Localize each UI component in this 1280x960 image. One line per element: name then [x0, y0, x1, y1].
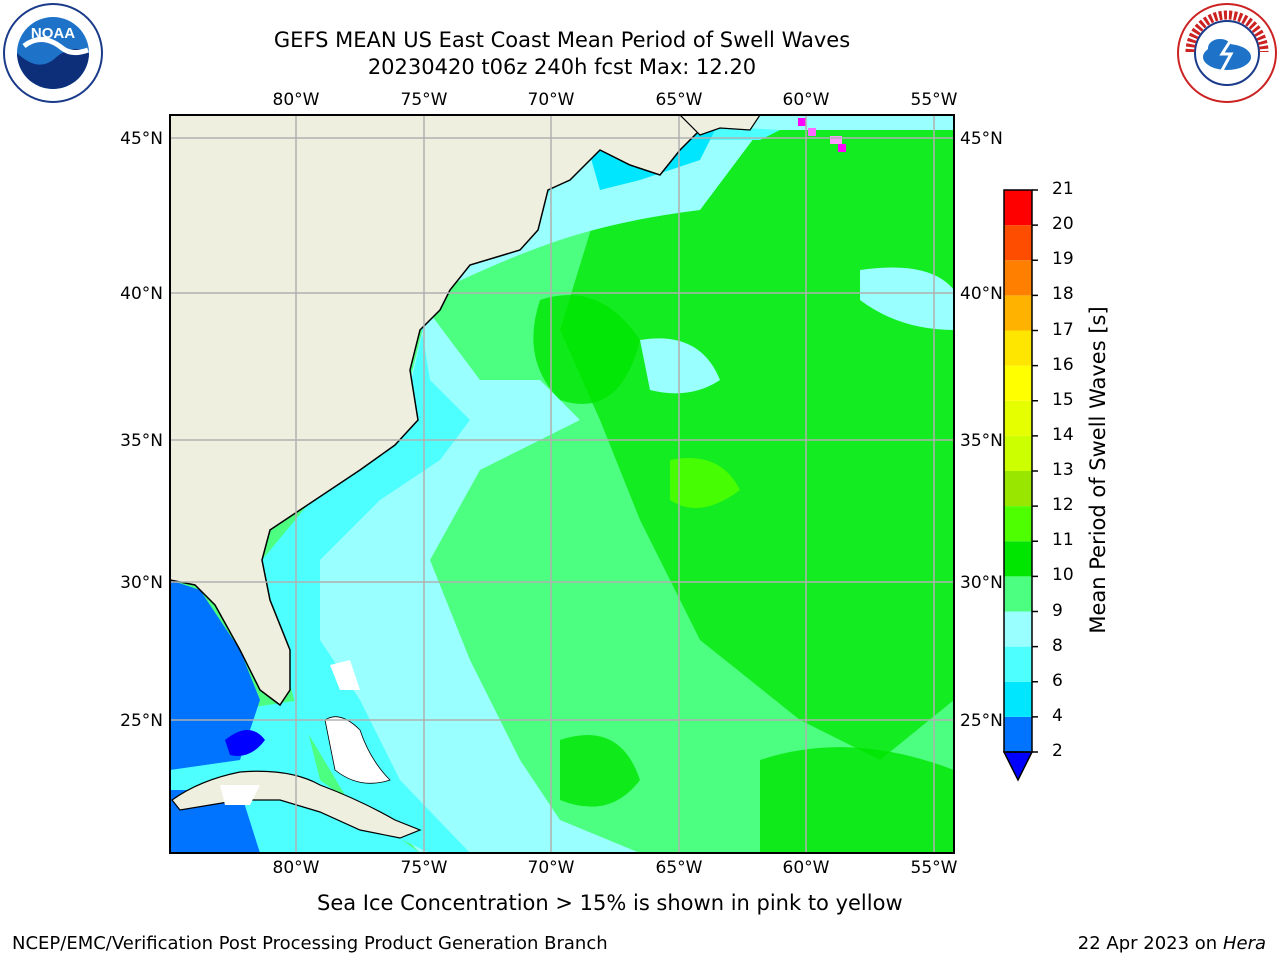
- lat-tick-left: 30°N: [120, 573, 163, 593]
- colorbar-swatch: [1004, 295, 1032, 331]
- lon-tick-top: 60°W: [783, 90, 830, 110]
- lon-tick-top: 70°W: [528, 90, 575, 110]
- colorbar-level-label: 19: [1052, 249, 1074, 270]
- colorbar-swatch: [1004, 225, 1032, 261]
- field-2-4s: [170, 580, 260, 770]
- lon-tick-top: 80°W: [273, 90, 320, 110]
- colorbar-swatch: [1004, 435, 1032, 471]
- lat-tick-left: 45°N: [120, 129, 163, 149]
- colorbar-level-label: 2: [1052, 741, 1063, 761]
- colorbar-level-label: 21: [1052, 179, 1074, 199]
- colorbar-swatch: [1004, 576, 1032, 612]
- colorbar-level-label: 15: [1052, 389, 1074, 410]
- lat-tick-right: 45°N: [960, 129, 1003, 149]
- colorbar-level-label: 10: [1052, 565, 1074, 586]
- colorbar-swatch: [1004, 646, 1032, 682]
- chart-title: GEFS MEAN US East Coast Mean Period of S…: [273, 28, 851, 52]
- lon-tick-bottom: 55°W: [911, 858, 958, 878]
- colorbar-swatch: [1004, 541, 1032, 577]
- colorbar-swatch: [1004, 471, 1032, 507]
- lat-tick-right: 35°N: [960, 431, 1003, 451]
- field-10-11s: [560, 115, 954, 760]
- lon-tick-top: 55°W: [911, 90, 958, 110]
- graticule: [170, 115, 954, 853]
- colorbar-swatch: [1004, 190, 1032, 226]
- colorbar-under-arrow: [1002, 751, 1034, 782]
- lat-tick-right: 25°N: [960, 711, 1003, 731]
- colorbar-swatch: [1004, 681, 1032, 717]
- us-land: [170, 115, 741, 707]
- colorbar-swatch: [1004, 400, 1032, 436]
- lat-tick-right: 30°N: [960, 573, 1003, 593]
- colorbar-level-label: 18: [1052, 284, 1074, 305]
- nws-logo: [1176, 2, 1278, 104]
- colorbar-level-label: 6: [1052, 670, 1063, 691]
- colorbar-title: Mean Period of Swell Waves [s]: [1086, 306, 1110, 634]
- colorbar-level-label: 14: [1052, 424, 1074, 445]
- colorbar-level-label: 8: [1052, 635, 1063, 656]
- lat-tick-left: 25°N: [120, 711, 163, 731]
- colorbar-level-label: 4: [1052, 705, 1063, 726]
- lon-tick-top: 75°W: [401, 90, 448, 110]
- colorbar-swatch: [1004, 611, 1032, 647]
- colorbar-swatch: [1004, 716, 1032, 752]
- field-6-8s: [262, 120, 780, 853]
- chart-subtitle: 20230420 t06z 240h fcst Max: 12.20: [367, 55, 757, 79]
- lon-tick-bottom: 70°W: [528, 858, 575, 878]
- lat-tick-left: 35°N: [120, 431, 163, 451]
- colorbar-swatch: [1004, 330, 1032, 366]
- footer-host: Hera: [1222, 933, 1266, 954]
- colorbar-level-label: 16: [1052, 354, 1074, 375]
- lat-tick-left: 40°N: [120, 284, 163, 304]
- footer-date-text: 22 Apr 2023 on: [1077, 933, 1223, 954]
- colorbar-level-label: 12: [1052, 495, 1074, 516]
- lon-tick-bottom: 80°W: [273, 858, 320, 878]
- colorbar-level-label: 9: [1052, 600, 1063, 621]
- field-8-9s: [260, 115, 954, 853]
- footer-date: 22 Apr 2023 on Hera: [1078, 933, 1266, 954]
- colorbar-level-label: 20: [1052, 214, 1074, 235]
- colorbar-level-label: 13: [1052, 460, 1074, 480]
- footer-branch: NCEP/EMC/Verification Post Processing Pr…: [12, 933, 608, 954]
- colorbar-swatch: [1004, 506, 1032, 542]
- colorbar-level-label: 17: [1052, 319, 1074, 340]
- lon-tick-bottom: 60°W: [783, 858, 830, 878]
- noaa-logo: NOAA: [2, 2, 104, 104]
- noaa-logo-text: NOAA: [31, 25, 75, 42]
- lon-tick-top: 65°W: [656, 90, 703, 110]
- colorbar-swatch: [1004, 365, 1032, 401]
- colorbar-level-label: 11: [1052, 530, 1074, 551]
- lat-tick-right: 40°N: [960, 284, 1003, 304]
- lon-tick-bottom: 75°W: [401, 858, 448, 878]
- sea-ice-marker: [798, 118, 806, 126]
- lon-tick-bottom: 65°W: [656, 858, 703, 878]
- colorbar-swatch: [1004, 260, 1032, 296]
- colorbar: [1002, 189, 1038, 782]
- map-frame: [169, 114, 955, 854]
- sea-ice-note: Sea Ice Concentration > 15% is shown in …: [317, 891, 903, 915]
